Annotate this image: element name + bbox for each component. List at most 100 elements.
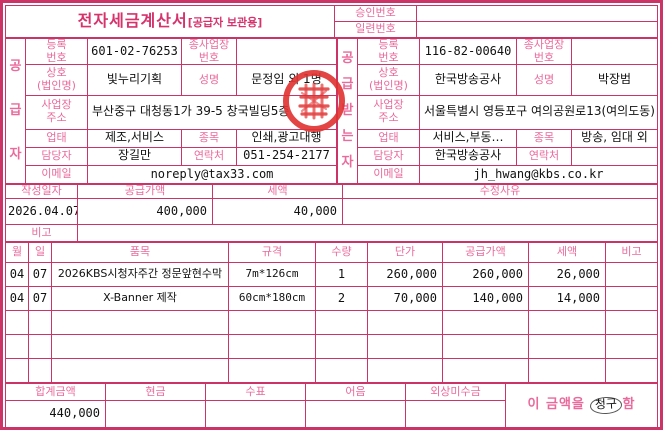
supplier-contact-label: 담당자	[25, 146, 88, 166]
item-qty: 2	[315, 286, 368, 311]
tax-amount-label: 세액	[212, 184, 343, 199]
buyer-bizitem-label: 종목	[516, 128, 572, 148]
col-header-supply: 공급가액	[442, 242, 529, 263]
tax-amount-value: 40,000	[212, 198, 343, 225]
col-header-tax: 세액	[528, 242, 606, 263]
col-header-unit-price: 단가	[367, 242, 443, 263]
item-name	[51, 310, 229, 335]
item-qty: 1	[315, 262, 368, 287]
check-value	[205, 400, 306, 428]
item-qty	[315, 310, 368, 335]
table-row: 04 07 2026KBS시청자주간 정문앞현수막 7m*126cm 1 260…	[5, 262, 658, 287]
page-title: 전자세금계산서[공급자 보관용]	[5, 5, 335, 38]
cash-label: 현금	[105, 383, 206, 401]
header-band: 전자세금계산서[공급자 보관용] 승인번호 일련번호	[5, 5, 658, 38]
items-table: 월 일 품목 규격 수량 단가 공급가액 세액 비고 04 07 2026KBS…	[5, 242, 658, 383]
item-tax	[528, 358, 606, 383]
item-spec: 60cm*180cm	[228, 286, 316, 311]
bill-value	[305, 400, 406, 428]
item-spec	[228, 358, 316, 383]
table-row	[5, 334, 658, 359]
receivable-value	[405, 400, 506, 428]
buyer-addr-label: 사업장 주소	[357, 94, 420, 130]
item-spec	[228, 310, 316, 335]
supplier-addr-value: 부산중구 대청동1가 39-5 창국빌딩5층	[87, 94, 337, 130]
buyer-name-label: 상호 (법인명)	[357, 64, 420, 96]
revision-reason-value	[342, 198, 658, 225]
supplier-subbiz-value	[236, 37, 337, 66]
cash-value	[105, 400, 206, 428]
buyer-subbiz-label: 종사업장 번호	[516, 37, 572, 66]
item-month	[5, 310, 29, 335]
supply-amount-label: 공급가액	[77, 184, 213, 199]
item-unit-price: 260,000	[367, 262, 443, 287]
buyer-phone-value	[571, 146, 658, 166]
item-tax: 14,000	[528, 286, 606, 311]
supplier-role-label: 공급자	[5, 38, 26, 184]
supplier-addr-label: 사업장 주소	[25, 94, 88, 130]
approval-no-value	[416, 5, 658, 22]
supplier-email-value: noreply@tax33.com	[87, 164, 337, 185]
item-month: 04	[5, 286, 29, 311]
approval-no-label: 승인번호	[334, 5, 417, 22]
supplier-ceo-label: 성명	[181, 64, 237, 96]
item-note	[605, 286, 658, 311]
buyer-ceo-value: 박장범	[571, 64, 658, 96]
item-unit-price	[367, 358, 443, 383]
buyer-phone-label: 연락처	[516, 146, 572, 166]
col-header-item: 품목	[51, 242, 229, 263]
item-day	[28, 310, 52, 335]
item-name: X-Banner 제작	[51, 286, 229, 311]
item-day	[28, 334, 52, 359]
buyer-contact-label: 담당자	[357, 146, 420, 166]
write-date-label: 작성일자	[5, 184, 78, 199]
col-header-day: 일	[28, 242, 52, 263]
parties-band: 공급자 등록 번호 601-02-76253 종사업장 번호 상호 (법인명) …	[5, 37, 658, 185]
total-amount-value: 440,000	[5, 400, 106, 428]
buyer-biztype-label: 업태	[357, 128, 420, 148]
write-date-value: 2026.04.07	[5, 198, 78, 225]
table-row	[5, 358, 658, 383]
col-header-note: 비고	[605, 242, 658, 263]
supply-amount-value: 400,000	[77, 198, 213, 225]
item-day: 07	[28, 286, 52, 311]
col-header-month: 월	[5, 242, 29, 263]
item-supply: 140,000	[442, 286, 529, 311]
item-note	[605, 334, 658, 359]
supplier-bizitem-value: 인쇄,광고대행	[236, 128, 337, 148]
supplier-panel: 공급자 등록 번호 601-02-76253 종사업장 번호 상호 (법인명) …	[5, 37, 337, 185]
supplier-reg-no-label: 등록 번호	[25, 37, 88, 66]
supplier-name-label: 상호 (법인명)	[25, 64, 88, 96]
bill-label: 어음	[305, 383, 406, 401]
table-row	[5, 310, 658, 335]
total-amount-label: 합계금액	[5, 383, 106, 401]
buyer-name-value: 한국방송공사	[419, 64, 517, 96]
item-tax	[528, 310, 606, 335]
col-header-qty: 수량	[315, 242, 368, 263]
item-month	[5, 334, 29, 359]
buyer-email-value: jh_hwang@kbs.co.kr	[419, 164, 658, 185]
buyer-reg-no-value: 116-82-00640	[419, 37, 517, 66]
supplier-reg-no-value: 601-02-76253	[87, 37, 182, 66]
item-qty	[315, 358, 368, 383]
item-unit-price	[367, 310, 443, 335]
item-month: 04	[5, 262, 29, 287]
buyer-subbiz-value	[571, 37, 658, 66]
item-supply: 260,000	[442, 262, 529, 287]
claim-word-circled: 청구	[590, 396, 623, 415]
item-supply	[442, 310, 529, 335]
buyer-panel: 공급받는자 등록 번호 116-82-00640 종사업장 번호 상호 (법인명…	[337, 37, 658, 185]
buyer-addr-value: 서울특별시 영등포구 여의공원로13(여의도동)	[419, 94, 658, 130]
buyer-role-label: 공급받는자	[337, 38, 358, 184]
buyer-email-label: 이메일	[357, 164, 420, 185]
item-unit-price	[367, 334, 443, 359]
supplier-biztype-value: 제조,서비스	[87, 128, 182, 148]
item-supply	[442, 358, 529, 383]
col-header-spec: 규격	[228, 242, 316, 263]
item-note	[605, 310, 658, 335]
supplier-name-value: 빛누리기획	[87, 64, 182, 96]
item-tax	[528, 334, 606, 359]
item-note	[605, 262, 658, 287]
receivable-label: 외상미수금	[405, 383, 506, 401]
